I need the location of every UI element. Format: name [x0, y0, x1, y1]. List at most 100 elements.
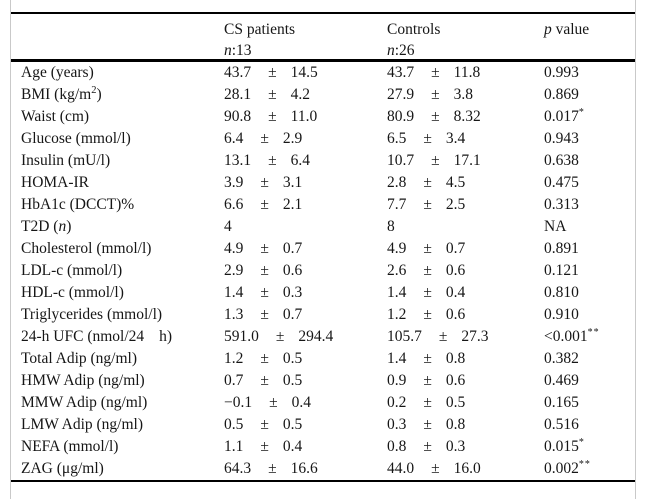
p-value: 0.313	[544, 196, 579, 213]
controls-n: n:26	[387, 40, 544, 61]
controls-mean: 6.5	[387, 130, 407, 147]
cs-mean: 4	[224, 218, 232, 235]
header-p-value: p value	[544, 14, 635, 40]
controls-mean: 2.6	[387, 262, 407, 279]
table-row: LMW Adip (ng/ml) 0.5 ± 0.5 0.3 ± 0.8 0.5…	[11, 414, 635, 436]
controls-mean: 43.7	[387, 64, 415, 81]
p-cell: 0.891	[544, 240, 635, 258]
controls-cell: 10.7 ± 17.1	[387, 152, 544, 170]
cs-sd: 6.4	[290, 152, 311, 169]
controls-cell: 105.7 ± 27.3	[387, 328, 544, 346]
row-label: HDL-c (mmol/l)	[21, 284, 124, 301]
plus-minus-symbol: ±	[260, 240, 269, 257]
controls-cell: 6.5 ± 3.4	[387, 130, 544, 148]
controls-mean: 10.7	[387, 152, 415, 169]
cs-sd: 0.7	[282, 240, 303, 257]
table-row: ZAG (μg/ml) 64.3 ± 16.6 44.0 ± 16.0 0.00…	[11, 458, 635, 480]
cs-sd: 0.7	[282, 306, 303, 323]
row-label: LMW Adip (ng/ml)	[21, 416, 143, 433]
cs-sd: 2.9	[282, 130, 303, 147]
table-row: HMW Adip (ng/ml) 0.7 ± 0.5 0.9 ± 0.6 0.4…	[11, 370, 635, 392]
controls-sd: 2.5	[445, 196, 466, 213]
p-value: <0.001	[544, 328, 588, 345]
cs-mean: 1.1	[224, 438, 244, 455]
plus-minus-symbol: ±	[260, 306, 269, 323]
table-row: LDL-c (mmol/l) 2.9 ± 0.6 2.6 ± 0.6 0.121	[11, 260, 635, 282]
plus-minus-symbol: ±	[423, 394, 432, 411]
controls-cell: 43.7 ± 11.8	[387, 64, 544, 82]
row-label: BMI (kg/m2)	[21, 84, 102, 103]
controls-mean: 1.4	[387, 350, 407, 367]
controls-mean: 8	[387, 218, 395, 235]
table-row: 24-h UFC (nmol/24 h) 591.0 ± 294.4 105.7 …	[11, 326, 635, 348]
plus-minus-symbol: ±	[260, 416, 269, 433]
cs-cell: 6.6 ± 2.1	[224, 196, 387, 214]
plus-minus-symbol: ±	[260, 372, 269, 389]
cs-mean: 6.4	[224, 130, 244, 147]
controls-mean: 44.0	[387, 460, 415, 477]
p-cell: 0.810	[544, 284, 635, 302]
controls-mean: 1.4	[387, 284, 407, 301]
row-label: HbA1c (DCCT)%	[21, 196, 135, 213]
controls-sd: 16.0	[453, 460, 481, 477]
plus-minus-symbol: ±	[438, 328, 448, 345]
p-significance-asterisk: **	[578, 458, 591, 470]
controls-mean: 0.9	[387, 372, 407, 389]
row-label: T2D (n)	[21, 218, 72, 235]
table-row: MMW Adip (ng/ml) −0.1 ± 0.4 0.2 ± 0.5 0.…	[11, 392, 635, 414]
table-row: Age (years) 43.7 ± 14.5 43.7 ± 11.8 0.99…	[11, 62, 635, 84]
controls-mean: 27.9	[387, 86, 415, 103]
p-cell: 0.015*	[544, 436, 635, 456]
controls-cell: 8	[387, 218, 544, 236]
p-cell: 0.469	[544, 372, 635, 390]
p-cell: 0.638	[544, 152, 635, 170]
controls-sd: 0.3	[445, 438, 466, 455]
cs-mean: 4.9	[224, 240, 244, 257]
cs-mean: 13.1	[224, 152, 252, 169]
row-label: Insulin (mU/l)	[21, 152, 111, 169]
controls-mean: 4.9	[387, 240, 407, 257]
table-row: Waist (cm) 90.8 ± 11.0 80.9 ± 8.32 0.017…	[11, 106, 635, 128]
cs-cell: 90.8 ± 11.0	[224, 108, 387, 126]
table-body: Age (years) 43.7 ± 14.5 43.7 ± 11.8 0.99…	[11, 62, 635, 480]
controls-mean: 0.3	[387, 416, 407, 433]
p-cell: 0.943	[544, 130, 635, 148]
header-cs-patients: CS patients n:13	[224, 14, 387, 61]
table-row: Total Adip (ng/ml) 1.2 ± 0.5 1.4 ± 0.8 0…	[11, 348, 635, 370]
controls-sd: 8.32	[453, 108, 481, 125]
p-significance-asterisk: *	[578, 436, 585, 448]
plus-minus-symbol: ±	[423, 262, 432, 279]
cs-sd: 0.5	[282, 372, 303, 389]
plus-minus-symbol: ±	[423, 372, 432, 389]
cs-patients-title: CS patients	[224, 21, 296, 38]
plus-minus-symbol: ±	[260, 284, 269, 301]
controls-cell: 0.2 ± 0.5	[387, 394, 544, 412]
cs-sd: 0.5	[282, 350, 303, 367]
controls-mean: 105.7	[387, 328, 422, 345]
plus-minus-symbol: ±	[260, 174, 269, 191]
p-cell: 0.993	[544, 64, 635, 82]
cs-cell: 6.4 ± 2.9	[224, 130, 387, 148]
row-label: Glucose (mmol/l)	[21, 130, 131, 147]
controls-sd: 4.5	[445, 174, 466, 191]
row-label: Waist (cm)	[21, 108, 90, 125]
cs-n-value: :13	[231, 42, 252, 59]
table-row: HDL-c (mmol/l) 1.4 ± 0.3 1.4 ± 0.4 0.810	[11, 282, 635, 304]
cs-mean: 0.7	[224, 372, 244, 389]
plus-minus-symbol: ±	[423, 350, 432, 367]
row-label: LDL-c (mmol/l)	[21, 262, 123, 279]
p-value: NA	[544, 218, 567, 235]
table-row: BMI (kg/m2) 28.1 ± 4.2 27.9 ± 3.8 0.869	[11, 84, 635, 106]
cs-mean: 43.7	[224, 64, 252, 81]
table-row: HOMA-IR 3.9 ± 3.1 2.8 ± 4.5 0.475	[11, 172, 635, 194]
plus-minus-symbol: ±	[423, 240, 432, 257]
p-value: 0.993	[544, 64, 579, 81]
row-label: 24-h UFC (nmol/24 h)	[21, 328, 173, 345]
p-label-italic: p	[544, 21, 552, 38]
table-row: Glucose (mmol/l) 6.4 ± 2.9 6.5 ± 3.4 0.9…	[11, 128, 635, 150]
p-value: 0.891	[544, 240, 579, 257]
cs-cell: 4	[224, 218, 387, 236]
cs-sd: 14.5	[290, 64, 318, 81]
controls-cell: 1.2 ± 0.6	[387, 306, 544, 324]
cs-mean: 6.6	[224, 196, 244, 213]
